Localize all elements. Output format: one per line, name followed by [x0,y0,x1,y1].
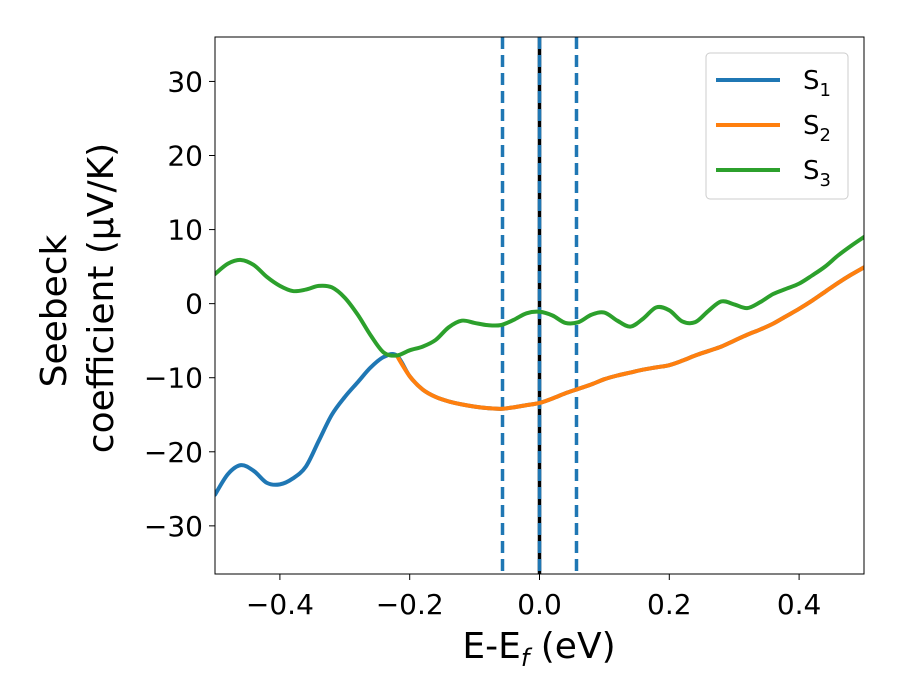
x-axis: −0.4 −0.2 0.0 0.2 0.4 [246,574,821,621]
x-axis-title: E-Ef (eV) [462,626,615,672]
legend-label-s1: S1 [803,66,831,101]
legend: S1 S2 S3 [705,52,849,200]
x-tick-label: 0.0 [517,588,562,621]
y-tick-label: −10 [144,362,203,395]
y-tick-label: 20 [167,140,203,173]
y-axis-title-line2: coefficient (μV/K) [81,143,122,453]
y-axis: 30 20 10 0 −10 −20 −30 [144,65,215,543]
x-tick-label: 0.4 [777,588,822,621]
x-axis-title-unit: (eV) [529,626,615,667]
y-tick-label: −20 [144,436,203,469]
y-tick-label: 30 [167,65,203,98]
y-axis-title: Seebeck coefficient (μV/K) [34,143,122,453]
x-tick-label: −0.2 [376,588,444,621]
series-line-s3 [215,234,864,358]
legend-label-s3: S3 [803,156,831,191]
y-tick-label: −30 [144,510,203,543]
reference-lines [500,37,579,574]
y-axis-title-line1: Seebeck [34,234,75,387]
series-layer [215,234,864,497]
legend-label-s2: S2 [803,111,831,146]
y-tick-label: 10 [167,214,203,247]
y-tick-label: 0 [185,288,203,321]
x-tick-label: −0.4 [246,588,314,621]
series-line-s2 [394,265,864,411]
x-tick-label: 0.2 [647,588,692,621]
x-axis-title-main: E-E [462,626,520,667]
